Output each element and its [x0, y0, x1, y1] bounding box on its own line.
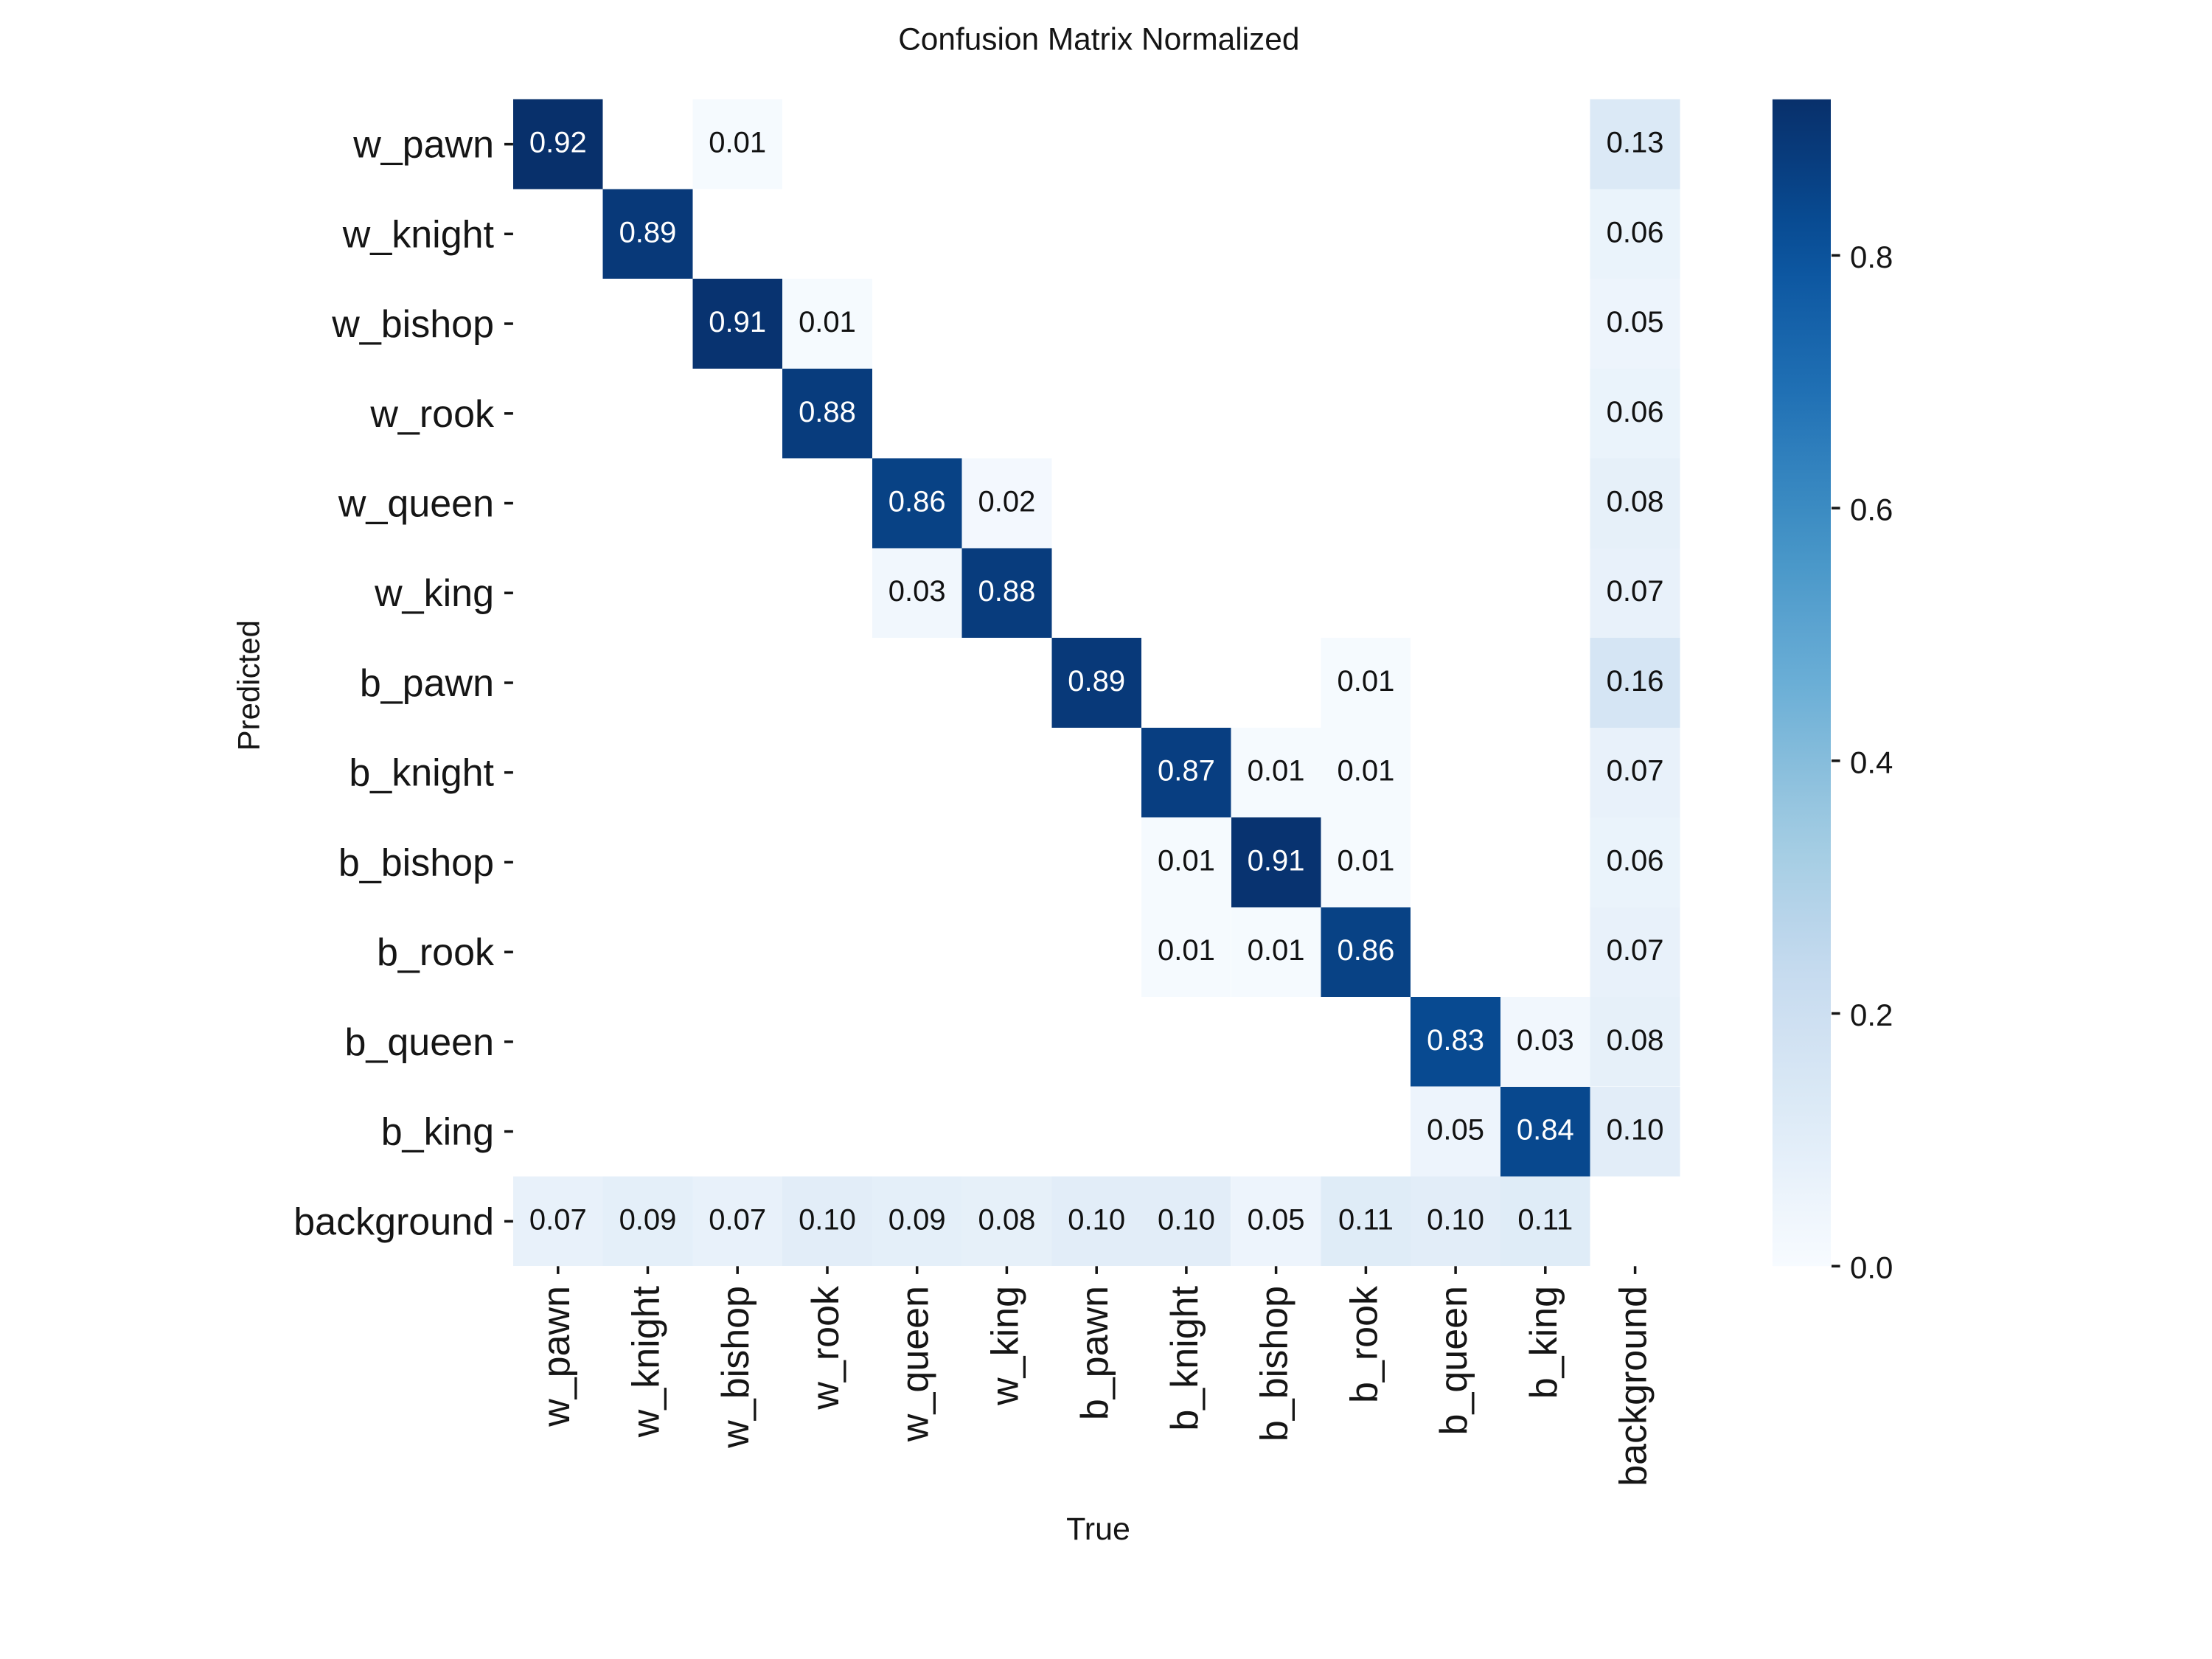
svg-text:0.86: 0.86 [888, 486, 946, 518]
svg-text:0.07: 0.07 [709, 1203, 766, 1236]
svg-text:0.88: 0.88 [978, 575, 1035, 608]
svg-text:0.08: 0.08 [1607, 486, 1664, 518]
svg-text:0.10: 0.10 [799, 1203, 856, 1236]
svg-text:w_bishop: w_bishop [714, 1286, 757, 1449]
svg-text:0.89: 0.89 [619, 216, 677, 248]
svg-text:0.10: 0.10 [1607, 1114, 1664, 1147]
svg-text:0.01: 0.01 [1158, 844, 1215, 877]
svg-text:Predicted: Predicted [232, 620, 266, 751]
svg-text:w_bishop: w_bishop [331, 303, 494, 346]
svg-text:0.08: 0.08 [1607, 1024, 1664, 1057]
svg-text:0.6: 0.6 [1850, 493, 1893, 527]
svg-text:0.09: 0.09 [619, 1203, 677, 1236]
svg-text:b_queen: b_queen [1433, 1286, 1475, 1435]
svg-text:0.8: 0.8 [1850, 240, 1893, 274]
svg-text:0.07: 0.07 [529, 1203, 587, 1236]
svg-text:w_knight: w_knight [342, 213, 495, 256]
svg-text:w_king: w_king [374, 572, 494, 615]
svg-text:w_king: w_king [984, 1286, 1026, 1406]
svg-text:0.01: 0.01 [1337, 755, 1394, 787]
svg-text:0.91: 0.91 [709, 306, 766, 338]
svg-text:b_bishop: b_bishop [338, 841, 494, 884]
svg-text:b_rook: b_rook [377, 931, 495, 974]
svg-text:0.11: 0.11 [1517, 1203, 1573, 1236]
svg-text:0.89: 0.89 [1068, 665, 1125, 698]
svg-text:b_bishop: b_bishop [1253, 1286, 1296, 1441]
svg-text:0.07: 0.07 [1607, 755, 1664, 787]
svg-text:background: background [293, 1200, 494, 1243]
svg-text:0.10: 0.10 [1427, 1203, 1484, 1236]
svg-text:w_rook: w_rook [804, 1285, 847, 1411]
svg-text:0.05: 0.05 [1607, 306, 1664, 338]
svg-text:0.01: 0.01 [1248, 755, 1305, 787]
svg-text:0.01: 0.01 [709, 127, 766, 159]
svg-text:0.4: 0.4 [1850, 745, 1893, 779]
svg-text:0.08: 0.08 [978, 1203, 1035, 1236]
svg-text:b_knight: b_knight [349, 752, 494, 795]
svg-text:w_pawn: w_pawn [535, 1286, 578, 1427]
svg-text:b_king: b_king [1523, 1286, 1565, 1399]
svg-text:0.10: 0.10 [1068, 1203, 1125, 1236]
svg-text:0.13: 0.13 [1607, 127, 1664, 159]
svg-text:0.06: 0.06 [1607, 844, 1664, 877]
svg-text:w_rook: w_rook [369, 393, 495, 436]
svg-text:0.01: 0.01 [1248, 934, 1305, 967]
svg-text:w_knight: w_knight [625, 1285, 668, 1438]
svg-text:0.87: 0.87 [1158, 755, 1215, 787]
svg-text:0.10: 0.10 [1158, 1203, 1215, 1236]
svg-text:0.84: 0.84 [1517, 1114, 1574, 1147]
svg-text:0.05: 0.05 [1427, 1114, 1484, 1147]
svg-text:b_pawn: b_pawn [360, 662, 494, 705]
svg-text:0.06: 0.06 [1607, 216, 1664, 248]
svg-text:0.07: 0.07 [1607, 575, 1664, 608]
svg-text:0.11: 0.11 [1338, 1203, 1394, 1236]
svg-text:0.91: 0.91 [1248, 844, 1305, 877]
svg-text:0.07: 0.07 [1607, 934, 1664, 967]
svg-text:Confusion Matrix Normalized: Confusion Matrix Normalized [898, 21, 1299, 56]
svg-text:b_king: b_king [381, 1111, 494, 1154]
svg-text:0.01: 0.01 [1158, 934, 1215, 967]
svg-text:w_pawn: w_pawn [352, 124, 494, 167]
svg-text:0.92: 0.92 [529, 127, 587, 159]
svg-text:0.03: 0.03 [888, 575, 946, 608]
svg-text:w_queen: w_queen [894, 1286, 937, 1442]
svg-text:True: True [1066, 1512, 1130, 1547]
svg-text:0.06: 0.06 [1607, 396, 1664, 428]
svg-text:0.01: 0.01 [799, 306, 856, 338]
svg-text:b_queen: b_queen [345, 1021, 494, 1064]
svg-text:0.2: 0.2 [1850, 998, 1893, 1032]
svg-text:0.0: 0.0 [1850, 1251, 1893, 1285]
svg-text:0.86: 0.86 [1337, 934, 1394, 967]
svg-text:b_knight: b_knight [1164, 1285, 1206, 1430]
svg-text:0.88: 0.88 [799, 396, 856, 428]
svg-text:0.09: 0.09 [888, 1203, 946, 1236]
svg-text:0.01: 0.01 [1337, 844, 1394, 877]
svg-text:0.02: 0.02 [978, 486, 1035, 518]
svg-text:0.05: 0.05 [1248, 1203, 1305, 1236]
svg-text:b_rook: b_rook [1343, 1285, 1385, 1403]
svg-text:0.01: 0.01 [1337, 665, 1394, 698]
svg-text:0.83: 0.83 [1427, 1024, 1484, 1057]
svg-text:0.03: 0.03 [1517, 1024, 1574, 1057]
svg-text:0.16: 0.16 [1607, 665, 1664, 698]
svg-text:b_pawn: b_pawn [1074, 1286, 1116, 1420]
svg-text:background: background [1613, 1286, 1655, 1486]
svg-text:w_queen: w_queen [338, 483, 494, 526]
